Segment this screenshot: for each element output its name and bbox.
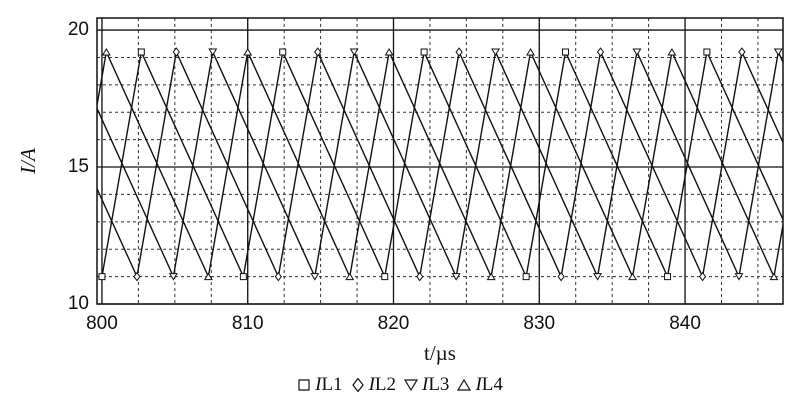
x-axis-label: t/µs [424,341,456,365]
x-tick-label: 810 [232,313,264,334]
legend-label: IL3 [422,374,450,395]
series-line [97,49,783,279]
series-marker [628,272,638,281]
x-tick-label: 830 [523,313,555,334]
legend-label: IL2 [368,374,396,395]
series-marker [562,48,570,56]
series-marker [522,273,530,281]
legend-symbol [404,379,418,392]
series-marker [101,47,111,56]
series-marker [491,48,501,56]
series-marker [63,274,70,280]
series-marker [451,273,461,281]
series-marker [455,47,463,57]
x-tick-label: 800 [86,313,118,334]
series-marker [416,271,424,282]
series-marker [279,48,287,56]
legend-item: IL2 [351,374,396,396]
legend-label: IL4 [475,374,503,395]
series-marker [734,273,744,281]
series-marker [486,272,496,281]
series-marker [667,47,677,56]
series-marker [133,271,141,282]
series-marker [203,272,213,281]
series-marker [172,47,180,57]
series-marker [243,47,253,56]
series-marker [773,48,783,56]
series-marker [420,48,428,56]
y-tick-label: 15 [68,156,89,177]
legend-marker [404,379,418,392]
legend-label: IL1 [315,374,343,395]
series-marker [314,47,322,57]
series-marker [632,48,642,56]
series-marker [274,271,282,282]
series-marker [593,273,603,281]
legend-marker [351,378,364,392]
chart: I/A t/µs 800 810 820 830 840 10 15 20 [16,17,784,365]
plot-frame [96,17,784,305]
series-marker [664,273,672,281]
series-marker [137,48,145,56]
legend-symbol [298,379,310,391]
legend-item: IL3 [404,374,449,396]
legend-marker [457,378,472,391]
legend-item: IL4 [457,374,503,396]
x-tick-label: 820 [378,313,410,334]
series-marker [703,48,711,56]
legend-symbol [351,378,364,392]
y-tick-label: 20 [68,19,89,40]
y-axis-label: I/A [16,148,40,175]
series-marker [738,47,746,57]
series-marker [596,47,605,57]
series-marker [345,272,355,281]
x-tick-label: 840 [669,313,701,334]
series-marker [310,273,320,281]
series-marker [526,47,536,56]
series-marker [349,48,359,56]
series-marker [769,272,779,281]
series-marker [381,273,389,281]
series-marker [68,49,75,55]
series-marker [557,271,565,282]
legend-marker [298,379,310,391]
series-marker [168,273,178,281]
legend: IL1 IL2 IL3 IL4 [0,374,800,396]
series-line [97,49,783,279]
y-tick-label: 10 [68,293,89,314]
grid [97,18,783,305]
series-marker [32,48,38,56]
legend-item: IL1 [297,374,343,396]
series-marker [98,273,106,281]
series-marker [208,48,218,56]
legend-symbol [457,378,472,391]
series-marker [698,271,707,282]
plot-area [32,47,783,282]
series-marker [384,47,394,56]
series-marker [239,273,247,281]
